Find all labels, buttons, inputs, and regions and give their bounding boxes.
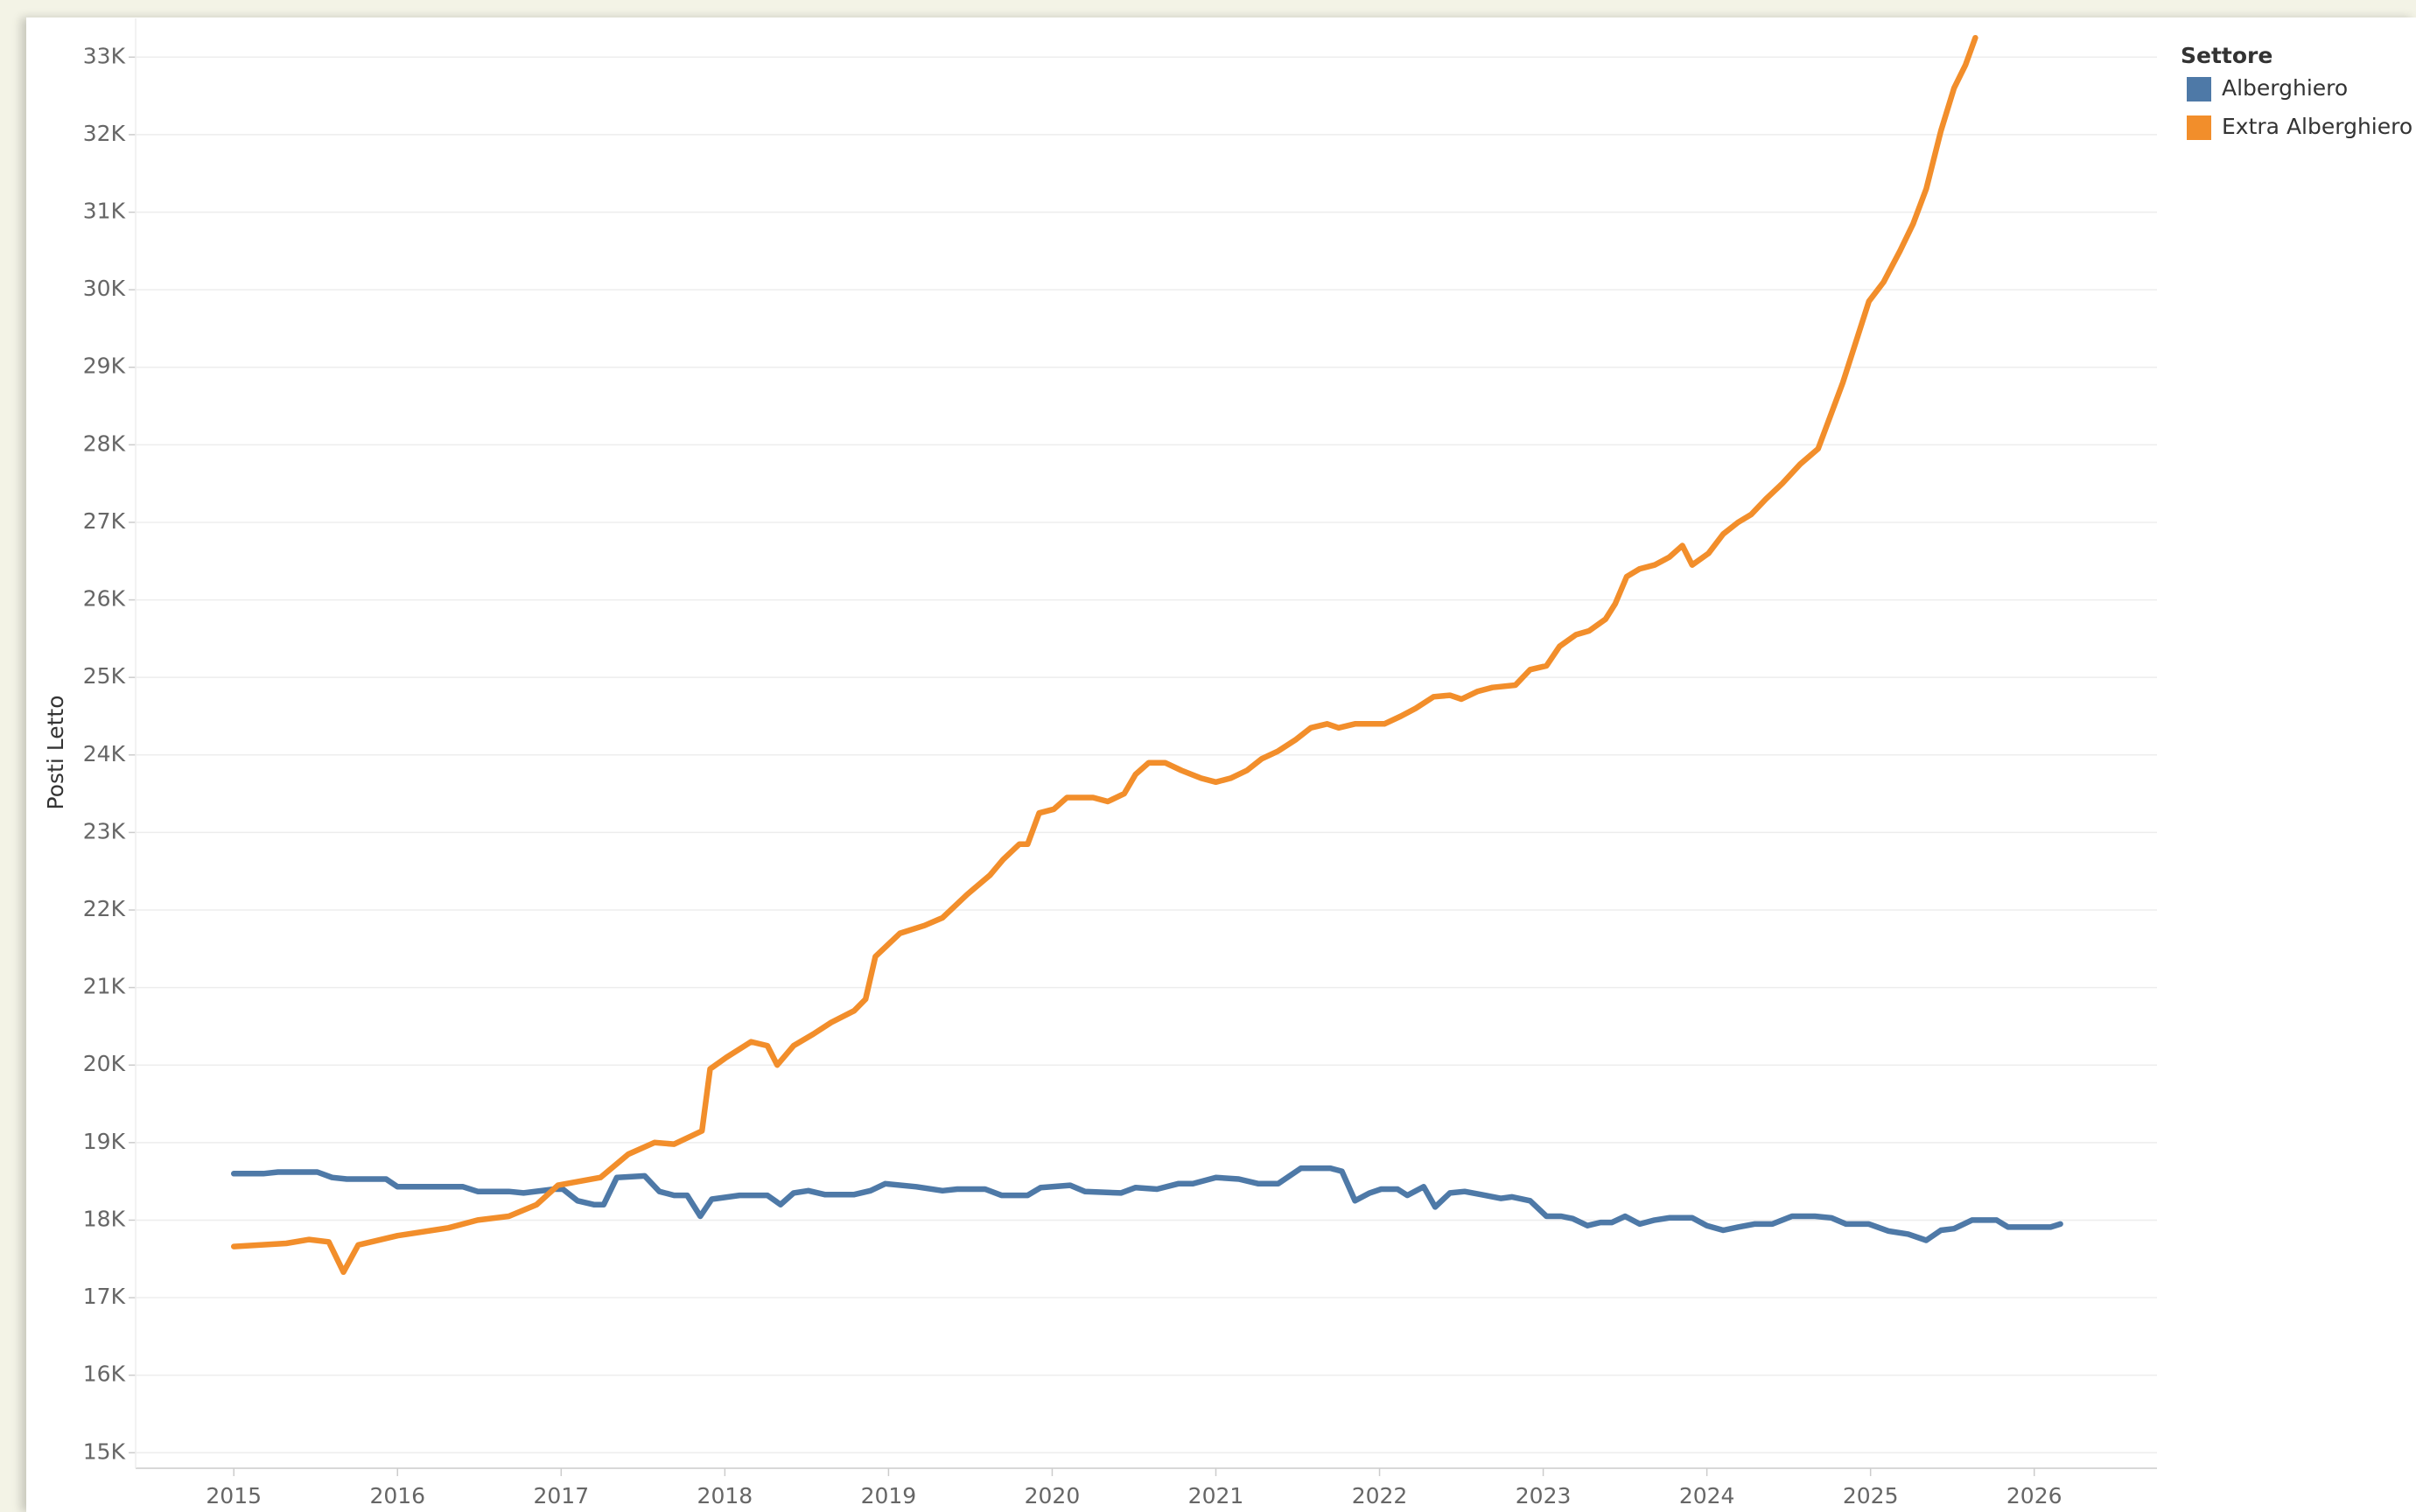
legend-swatch bbox=[2187, 116, 2211, 140]
y-tick-label: 24K bbox=[83, 741, 126, 766]
y-tick-label: 28K bbox=[83, 430, 126, 456]
x-tick-label: 2015 bbox=[206, 1483, 262, 1508]
y-tick-label: 30K bbox=[83, 276, 126, 301]
x-tick-label: 2025 bbox=[1843, 1483, 1899, 1508]
y-tick-label: 22K bbox=[83, 896, 126, 921]
y-tick-label: 23K bbox=[83, 818, 126, 844]
y-tick-label: 25K bbox=[83, 663, 126, 689]
y-tick-label: 26K bbox=[83, 586, 126, 612]
series-line bbox=[230, 34, 1978, 1276]
x-tick-label: 2021 bbox=[1188, 1483, 1244, 1508]
legend-title: Settore bbox=[2181, 43, 2272, 68]
legend-label: Extra Alberghiero bbox=[2222, 114, 2412, 139]
x-tick-label: 2016 bbox=[369, 1483, 425, 1508]
y-tick-label: 27K bbox=[83, 508, 126, 534]
y-tick-label: 20K bbox=[83, 1051, 126, 1076]
panel bbox=[26, 18, 2416, 1512]
y-tick-label: 31K bbox=[83, 199, 126, 224]
y-tick-label: 19K bbox=[83, 1129, 126, 1154]
y-tick-label: 16K bbox=[83, 1362, 126, 1387]
x-tick-label: 2026 bbox=[2006, 1483, 2062, 1508]
x-tick-label: 2020 bbox=[1025, 1483, 1081, 1508]
y-tick-label: 33K bbox=[83, 43, 126, 68]
legend-swatch bbox=[2187, 77, 2211, 102]
y-axis-label: Posti Letto bbox=[43, 696, 68, 810]
y-tick-label: 15K bbox=[83, 1438, 126, 1464]
x-tick-label: 2024 bbox=[1679, 1483, 1735, 1508]
x-tick-label: 2023 bbox=[1516, 1483, 1572, 1508]
y-tick-label: 29K bbox=[83, 354, 126, 379]
legend-label: Alberghiero bbox=[2222, 75, 2348, 101]
series-line bbox=[230, 1165, 2063, 1243]
x-tick-label: 2022 bbox=[1352, 1483, 1408, 1508]
y-tick-label: 32K bbox=[83, 121, 126, 146]
y-tick-label: 21K bbox=[83, 974, 126, 999]
x-tick-label: 2019 bbox=[861, 1483, 917, 1508]
x-tick-label: 2017 bbox=[534, 1483, 590, 1508]
y-tick-label: 17K bbox=[83, 1284, 126, 1309]
x-tick-label: 2018 bbox=[697, 1483, 753, 1508]
y-tick-label: 18K bbox=[83, 1206, 126, 1231]
